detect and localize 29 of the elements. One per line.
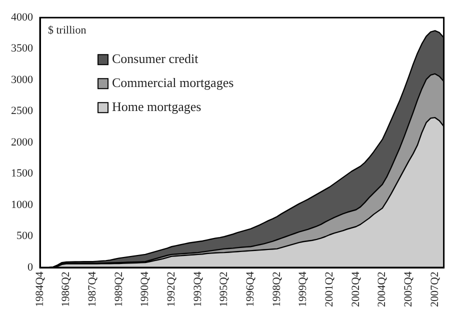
x-tick-label: 1992Q2 bbox=[166, 272, 178, 308]
x-tick-label: 1986Q2 bbox=[60, 272, 72, 308]
legend-label: Home mortgages bbox=[112, 99, 202, 114]
x-tick-label: 1984Q4 bbox=[34, 271, 46, 308]
y-tick-label: 4000 bbox=[11, 11, 34, 24]
y-tick-label: 3500 bbox=[11, 42, 34, 55]
x-tick-label: 1989Q2 bbox=[112, 272, 125, 308]
x-tick-label: 1987Q4 bbox=[86, 271, 99, 308]
x-tick-label: 1996Q4 bbox=[244, 271, 257, 308]
y-tick-label: 2500 bbox=[11, 105, 34, 118]
y-tick-label: 1500 bbox=[11, 168, 34, 180]
y-axis-title: $ trillion bbox=[48, 24, 87, 36]
x-tick-label: 1998Q2 bbox=[270, 272, 283, 308]
y-tick-label: 3000 bbox=[11, 74, 34, 86]
x-tick-label: 1999Q4 bbox=[297, 271, 310, 308]
legend-label: Commercial mortgages bbox=[112, 75, 234, 90]
x-tick-label: 2001Q2 bbox=[324, 272, 336, 308]
y-tick-label: 500 bbox=[16, 230, 34, 242]
x-tick-label: 2007Q2 bbox=[428, 272, 441, 308]
x-tick-label: 2002Q4 bbox=[350, 271, 362, 308]
x-tick-label: 1990Q4 bbox=[139, 271, 152, 308]
x-tick-label: 2005Q4 bbox=[402, 271, 415, 308]
y-tick-label: 2000 bbox=[11, 136, 34, 148]
y-tick-label: 0 bbox=[28, 261, 34, 274]
x-tick-label: 2004Q2 bbox=[376, 272, 388, 308]
y-tick-label: 1000 bbox=[11, 198, 34, 211]
x-tick-label: 1995Q2 bbox=[218, 272, 230, 308]
legend-label: Consumer credit bbox=[112, 51, 199, 66]
x-tick-label: 1993Q4 bbox=[192, 271, 204, 308]
